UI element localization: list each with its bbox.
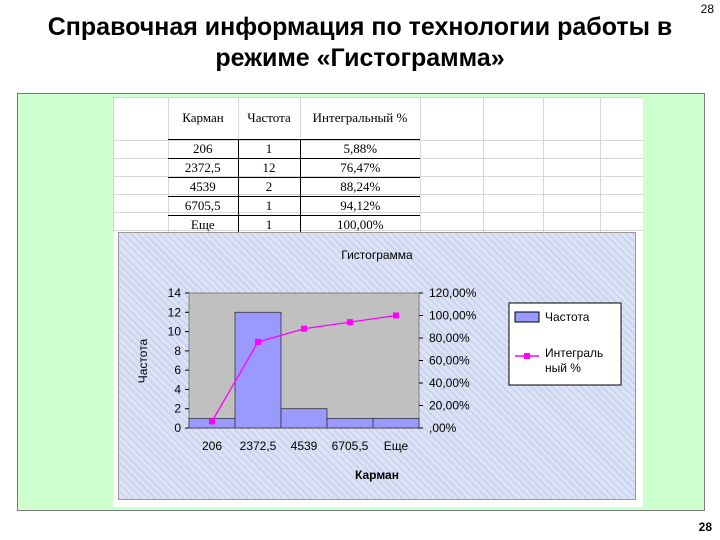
x-tick-label: 4539: [291, 439, 318, 453]
slide-title-line-1: Справочная информация по технологии рабо…: [47, 13, 673, 41]
line-point-4[interactable]: [393, 312, 399, 319]
slide-title: Справочная информация по технологии рабо…: [0, 12, 720, 74]
bar-3[interactable]: [326, 417, 374, 429]
slide-title-line-2: режиме «Гистограмма»: [215, 44, 505, 72]
table-row: 4539 2 88,24%: [168, 177, 420, 197]
table-cell[interactable]: 94,12%: [299, 196, 420, 216]
table-row: 6705,5 1 94,12%: [168, 196, 420, 216]
legend-text-line: Интеграль: [545, 346, 603, 360]
legend-text-line: ный %: [545, 361, 581, 375]
y-tick-label: 10: [168, 325, 182, 339]
line-point-1[interactable]: [255, 338, 261, 345]
y-axis-label: Частота: [136, 338, 150, 383]
line-point-3[interactable]: [347, 319, 353, 326]
table-cell[interactable]: 2: [237, 177, 300, 197]
line-point-0[interactable]: [209, 418, 215, 425]
table-cell[interactable]: 12: [237, 158, 300, 178]
table-cell[interactable]: 6705,5: [168, 196, 238, 216]
table-row: Еще 1 100,00%: [168, 215, 420, 235]
y-tick-label: 0: [174, 421, 181, 435]
table-cell[interactable]: 2372,5: [168, 158, 238, 178]
table-cell[interactable]: 5,88%: [299, 139, 420, 159]
header-integral: Интегральный %: [300, 97, 420, 140]
y-tick-label: 14: [168, 286, 182, 300]
y-tick-label: 2: [174, 402, 181, 416]
y2-tick-label: 60,00%: [429, 354, 470, 368]
x-axis-label: Карман: [355, 468, 399, 482]
y-tick-label: 6: [174, 363, 181, 377]
legend[interactable]: Частота Интеграль ный %: [508, 302, 622, 386]
y-tick-label: 4: [174, 382, 181, 396]
frequency-table: Карман Частота Интегральный % 206 1 5,88…: [168, 97, 420, 235]
plot-area: [188, 292, 420, 429]
table-row: 2372,5 12 76,47%: [168, 158, 420, 178]
table-cell[interactable]: 1: [237, 139, 300, 159]
page-number-top: 28: [700, 2, 714, 16]
line-point-2[interactable]: [301, 325, 307, 332]
chart-title: Гистограмма: [341, 248, 413, 262]
table-cell[interactable]: 206: [168, 139, 238, 159]
legend-swatch-bar: [514, 311, 540, 323]
y2-tick-label: 100,00%: [429, 309, 477, 323]
x-tick-label: 206: [202, 439, 222, 453]
y2-tick-label: ,00%: [429, 421, 457, 435]
y2-tick-label: 120,00%: [429, 286, 477, 300]
y2-tick-label: 40,00%: [429, 376, 470, 390]
bar-1[interactable]: [234, 311, 282, 429]
histogram-chart: Гистограмма 0 2 4 6 8 10 12 14 ,00% 20,00% 40,00% 6…: [136, 248, 622, 482]
y-tick-label: 8: [174, 344, 181, 358]
table-row: 206 1 5,88%: [168, 139, 420, 159]
legend-entry-integral: Интеграль ный %: [545, 346, 603, 375]
bar-2[interactable]: [280, 408, 328, 429]
table-cell[interactable]: 1: [237, 196, 300, 216]
x-tick-label: 6705,5: [332, 439, 369, 453]
header-karman: Карман: [168, 97, 238, 140]
y-tick-label: 12: [168, 305, 182, 319]
y2-tick-label: 80,00%: [429, 331, 470, 345]
chart-area[interactable]: Гистограмма 0 2 4 6 8 10 12 14 ,00% 20,00% 40,00% 6…: [118, 232, 636, 500]
header-chastota: Частота: [238, 97, 300, 140]
x-tick-label: 2372,5: [240, 439, 277, 453]
legend-marker: [524, 353, 530, 359]
y2-tick-label: 20,00%: [429, 399, 470, 413]
bar-4[interactable]: [372, 417, 420, 429]
page-number-bottom: 28: [698, 520, 712, 534]
table-cell[interactable]: 88,24%: [299, 177, 420, 197]
table-cell[interactable]: 4539: [168, 177, 238, 197]
legend-entry-chastota: Частота: [545, 310, 590, 324]
x-tick-label: Еще: [384, 439, 409, 453]
table-cell[interactable]: 76,47%: [299, 158, 420, 178]
